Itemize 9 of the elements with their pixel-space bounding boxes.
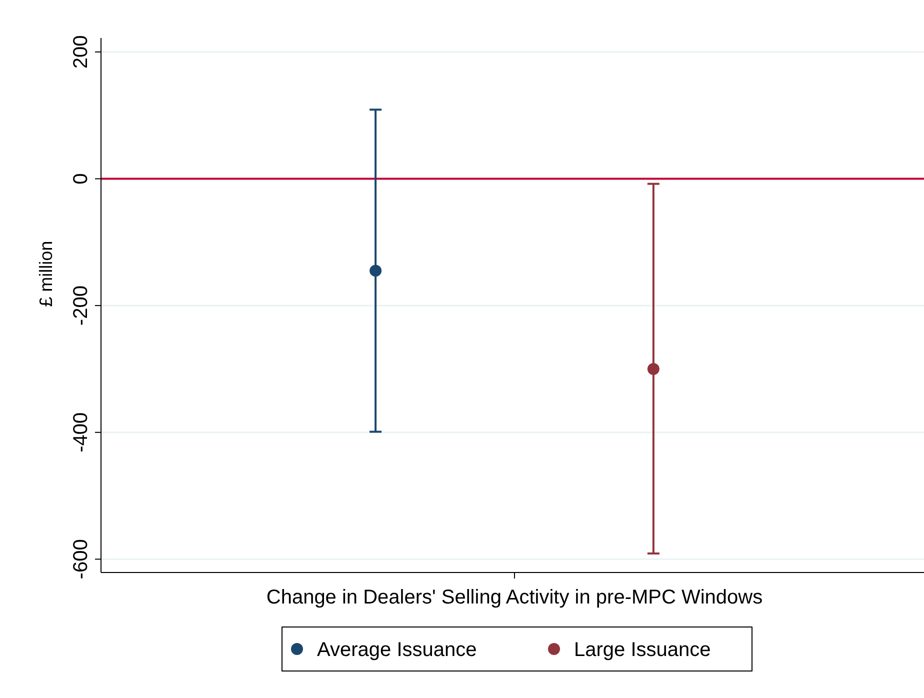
y-tick-label: -600 [70, 539, 92, 580]
y-tick-label: -200 [70, 286, 92, 326]
legend-label: Average Issuance [317, 639, 477, 661]
y-tick-label: 200 [70, 35, 92, 69]
y-tick-label: 0 [70, 173, 92, 184]
y-tick-label: -400 [70, 412, 92, 452]
legend-label: Large Issuance [574, 639, 711, 661]
x-tick-label: Change in Dealers' Selling Activity in pre-MPC Windows [266, 586, 763, 608]
y-axis-title: £ million [36, 240, 56, 307]
